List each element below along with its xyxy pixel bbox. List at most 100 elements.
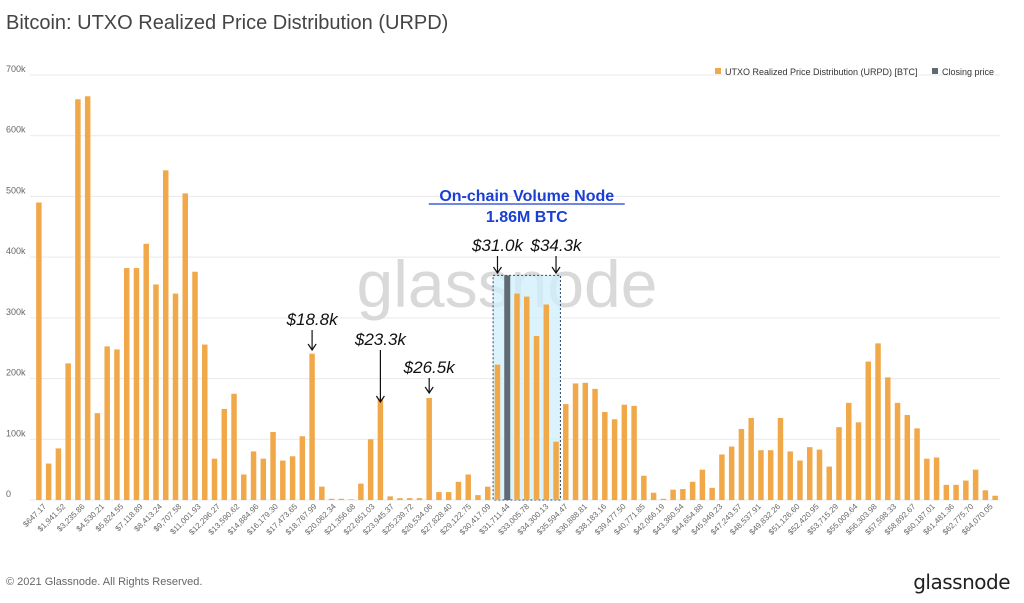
urpd-bar xyxy=(36,202,42,500)
urpd-bar xyxy=(84,96,91,500)
y-tick-label: 300k xyxy=(6,307,26,317)
urpd-bar xyxy=(660,498,667,500)
urpd-bar xyxy=(826,466,832,500)
urpd-bar xyxy=(455,481,462,500)
legend-label-closing-price: Closing price xyxy=(942,67,994,77)
urpd-bar xyxy=(162,170,169,501)
urpd-bar xyxy=(338,498,345,500)
urpd-bar xyxy=(114,349,120,500)
urpd-bar xyxy=(758,450,764,500)
price-annotation: $34.3k xyxy=(530,236,584,255)
x-axis-ticks: $647.17$1,941.52$3,235.86$4,530.21$5,824… xyxy=(21,502,995,537)
closing-price-bar xyxy=(504,275,511,500)
urpd-bar xyxy=(358,483,364,500)
annotation-arrow-head xyxy=(375,395,385,404)
urpd-bar xyxy=(299,436,306,500)
urpd-bar xyxy=(133,268,140,500)
urpd-bar xyxy=(367,439,374,500)
annotation-arrow-head xyxy=(492,266,502,275)
urpd-bar xyxy=(94,413,101,500)
urpd-bar xyxy=(514,293,520,500)
urpd-bar xyxy=(231,393,237,500)
urpd-bar xyxy=(738,428,745,500)
urpd-bar xyxy=(728,446,735,500)
urpd-bar xyxy=(270,432,276,500)
urpd-bar xyxy=(250,451,257,500)
urpd-bar xyxy=(924,458,930,500)
urpd-bar xyxy=(572,383,579,500)
urpd-bar xyxy=(787,451,793,500)
urpd-bar xyxy=(797,460,803,500)
annotation-arrow-head xyxy=(551,266,561,275)
y-tick-label: 500k xyxy=(6,185,26,195)
urpd-bar xyxy=(953,484,959,500)
urpd-bar xyxy=(143,243,149,501)
urpd-bar xyxy=(328,498,335,500)
urpd-bar xyxy=(533,336,540,500)
legend-swatch-urpd xyxy=(715,68,721,74)
urpd-bar xyxy=(611,419,618,500)
urpd-bar xyxy=(289,456,296,500)
urpd-bar xyxy=(182,193,188,500)
price-annotation: $31.0k xyxy=(471,236,525,255)
urpd-bar xyxy=(904,415,911,500)
annotation-arrow-head xyxy=(307,343,317,352)
price-annotation: $23.3k xyxy=(354,330,408,349)
volume-node-title: On-chain Volume Node xyxy=(439,188,614,205)
annotation-layer: $18.8k $23.3k $26.5k $31.0k $34.3k On-chain V… xyxy=(286,188,625,404)
urpd-bar xyxy=(260,458,267,500)
urpd-bar xyxy=(465,474,471,500)
urpd-bar xyxy=(280,460,286,500)
urpd-bar xyxy=(75,99,81,501)
urpd-bar xyxy=(348,499,354,500)
urpd-bar xyxy=(816,449,823,500)
urpd-bar xyxy=(475,495,481,500)
urpd-bar xyxy=(709,487,715,500)
urpd-bar xyxy=(211,458,218,500)
urpd-bar xyxy=(387,496,393,500)
volume-node-subtitle: 1.86M BTC xyxy=(486,209,568,226)
urpd-bar xyxy=(436,492,442,500)
copyright-text: © 2021 Glassnode. All Rights Reserved. xyxy=(6,576,203,588)
urpd-bar xyxy=(777,418,784,500)
y-tick-label: 400k xyxy=(6,246,26,256)
urpd-bar xyxy=(319,486,325,500)
urpd-bar xyxy=(933,457,940,500)
urpd-bar xyxy=(602,411,608,500)
urpd-bar xyxy=(972,469,979,500)
urpd-bar xyxy=(621,404,628,500)
y-tick-label: 0 xyxy=(6,489,11,499)
y-tick-label: 600k xyxy=(6,125,26,135)
urpd-bar xyxy=(836,427,842,500)
urpd-bar xyxy=(524,296,530,500)
urpd-bar xyxy=(748,418,754,500)
legend-swatch-closing xyxy=(932,68,938,74)
urpd-bar xyxy=(445,492,452,500)
urpd-bar xyxy=(680,489,686,500)
urpd-bar xyxy=(641,475,647,500)
urpd-bar xyxy=(65,363,71,500)
urpd-bar xyxy=(865,361,872,500)
urpd-bar xyxy=(846,402,852,500)
urpd-bar xyxy=(104,346,110,500)
y-tick-label: 700k xyxy=(6,64,26,74)
urpd-bar xyxy=(670,489,676,500)
price-annotation: $18.8k xyxy=(286,310,340,329)
urpd-bar xyxy=(192,271,198,500)
urpd-bar xyxy=(914,428,920,500)
urpd-bar xyxy=(855,422,862,500)
urpd-bar xyxy=(494,364,501,500)
urpd-bar xyxy=(582,382,589,500)
urpd-bar xyxy=(894,402,901,500)
urpd-bar xyxy=(202,344,208,500)
urpd-bar xyxy=(592,388,598,500)
urpd-bar xyxy=(699,469,706,500)
urpd-bar xyxy=(543,304,550,500)
urpd-bar xyxy=(806,447,813,500)
urpd-bar xyxy=(631,405,637,500)
annotation-arrow-head xyxy=(424,386,434,395)
urpd-bar xyxy=(982,490,989,500)
urpd-bar xyxy=(689,481,696,500)
urpd-bar xyxy=(885,377,891,500)
